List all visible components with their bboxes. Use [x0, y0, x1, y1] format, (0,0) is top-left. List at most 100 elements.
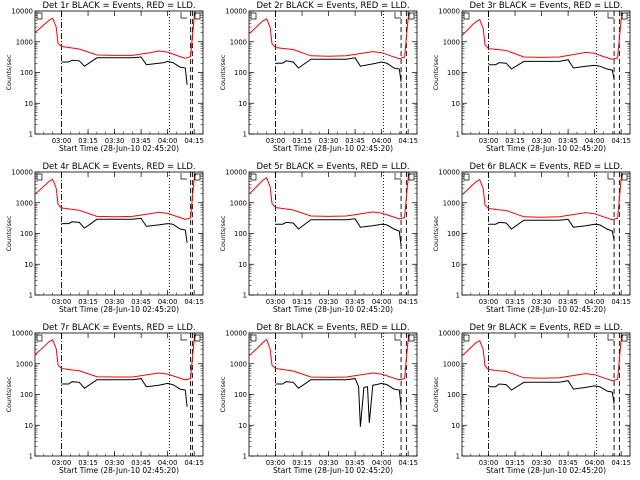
x-tick-label: 03:00 [479, 137, 499, 145]
corner-flag-mid [394, 173, 401, 180]
corner-flag-mid [180, 334, 187, 341]
x-tick-label: 03:00 [266, 298, 286, 306]
y-tick-label: 1000 [230, 360, 247, 368]
x-tick-label: 03:30 [105, 137, 125, 145]
y-tick-label: 1 [29, 453, 33, 461]
y-tick-label: 10 [24, 422, 33, 430]
corner-flag-right [621, 334, 628, 342]
lld-rate-line [248, 172, 411, 220]
x-tick-label: 04:00 [158, 298, 178, 306]
y-tick-label: 1 [456, 292, 460, 300]
x-tick-label: 03:45 [131, 459, 151, 467]
x-tick-label: 03:30 [532, 137, 552, 145]
x-tick-label: 04:15 [611, 298, 631, 306]
corner-flag-left [463, 334, 470, 342]
corner-flag-left [36, 334, 43, 342]
y-tick-label: 100 [234, 391, 247, 399]
x-axis-label: Start Time (28-Jun-10 02:45:20) [486, 144, 606, 153]
x-tick-label: 03:00 [266, 137, 286, 145]
event-rate-line [275, 57, 402, 82]
corner-flag-left [250, 12, 257, 20]
x-tick-label: 03:45 [345, 459, 365, 467]
x-tick-label: 03:45 [131, 298, 151, 306]
corner-flag-mid [607, 12, 614, 19]
y-axis-label: Counts/sec [5, 376, 13, 412]
lld-rate-line [461, 173, 624, 221]
y-tick-label: 10 [451, 422, 460, 430]
lld-rate-line [248, 333, 411, 381]
y-tick-label: 10000 [225, 169, 247, 177]
event-rate-line [488, 380, 615, 404]
x-tick-label: 03:00 [52, 298, 72, 306]
corner-flag-left [463, 12, 470, 20]
event-rate-line [61, 56, 188, 85]
y-tick-label: 10000 [11, 8, 33, 16]
event-rate-line [61, 378, 188, 407]
y-tick-label: 10 [238, 422, 247, 430]
chart-panel: Det 3r BLACK = Events, RED = LLD. 1 10 100 1… [432, 1, 631, 153]
x-tick-label: 04:15 [611, 459, 631, 467]
x-tick-label: 03:45 [558, 459, 578, 467]
x-tick-label: 03:15 [505, 459, 525, 467]
y-tick-label: 100 [20, 391, 33, 399]
chart-panel: Det 1r BLACK = Events, RED = LLD. 1 10 100 1… [5, 1, 204, 153]
y-axis-label: Counts/sec [432, 376, 440, 412]
lld-rate-line [34, 11, 197, 59]
y-tick-label: 10000 [11, 330, 33, 338]
x-tick-label: 03:15 [505, 137, 525, 145]
x-tick-label: 04:15 [398, 137, 418, 145]
y-tick-label: 1000 [230, 199, 247, 207]
x-tick-label: 04:00 [585, 137, 605, 145]
x-tick-label: 03:00 [479, 298, 499, 306]
y-tick-label: 10000 [11, 169, 33, 177]
y-tick-label: 10000 [438, 330, 460, 338]
y-tick-label: 10 [238, 261, 247, 269]
x-tick-label: 04:15 [184, 459, 204, 467]
x-tick-label: 03:45 [558, 298, 578, 306]
x-tick-label: 03:15 [78, 459, 98, 467]
event-rate-line [275, 218, 402, 246]
y-tick-label: 10 [451, 261, 460, 269]
plot-frame [34, 10, 204, 135]
chart-panel: Det 2r BLACK = Events, RED = LLD. 1 10 100 1… [219, 1, 418, 153]
y-tick-label: 1 [29, 131, 33, 139]
y-tick-label: 10 [24, 261, 33, 269]
y-tick-label: 1 [456, 131, 460, 139]
y-axis-label: Counts/sec [5, 54, 13, 90]
y-tick-label: 100 [447, 230, 460, 238]
x-tick-label: 03:45 [558, 137, 578, 145]
x-tick-label: 04:15 [611, 137, 631, 145]
x-tick-label: 03:00 [266, 459, 286, 467]
y-axis-label: Counts/sec [432, 215, 440, 251]
corner-flag-right [194, 173, 201, 181]
chart-title: Det 7r BLACK = Events, RED = LLD. [42, 323, 195, 333]
x-axis-label: Start Time (28-Jun-10 02:45:20) [59, 144, 179, 153]
x-axis-label: Start Time (28-Jun-10 02:45:20) [486, 305, 606, 314]
x-tick-label: 03:15 [292, 137, 312, 145]
y-tick-label: 1000 [16, 38, 33, 46]
corner-flag-left [250, 173, 257, 181]
lld-rate-line [248, 12, 411, 60]
plot-frame [461, 332, 631, 457]
x-tick-label: 04:00 [585, 298, 605, 306]
corner-flag-mid [607, 173, 614, 180]
event-rate-line [488, 59, 615, 80]
y-tick-label: 1 [243, 292, 247, 300]
plot-frame [461, 10, 631, 135]
y-tick-label: 1000 [16, 360, 33, 368]
lld-rate-line [34, 172, 197, 220]
x-tick-label: 04:00 [372, 137, 392, 145]
chart-title: Det 4r BLACK = Events, RED = LLD. [42, 162, 195, 172]
y-tick-label: 1 [29, 292, 33, 300]
x-tick-label: 04:00 [158, 137, 178, 145]
y-tick-label: 10 [238, 100, 247, 108]
y-tick-label: 1000 [443, 199, 460, 207]
x-tick-label: 04:15 [184, 137, 204, 145]
x-tick-label: 04:15 [398, 298, 418, 306]
corner-flag-right [408, 173, 415, 181]
corner-flag-mid [394, 334, 401, 341]
x-tick-label: 03:15 [78, 298, 98, 306]
y-tick-label: 10000 [438, 8, 460, 16]
y-axis-label: Counts/sec [219, 215, 227, 251]
y-tick-label: 1000 [443, 38, 460, 46]
